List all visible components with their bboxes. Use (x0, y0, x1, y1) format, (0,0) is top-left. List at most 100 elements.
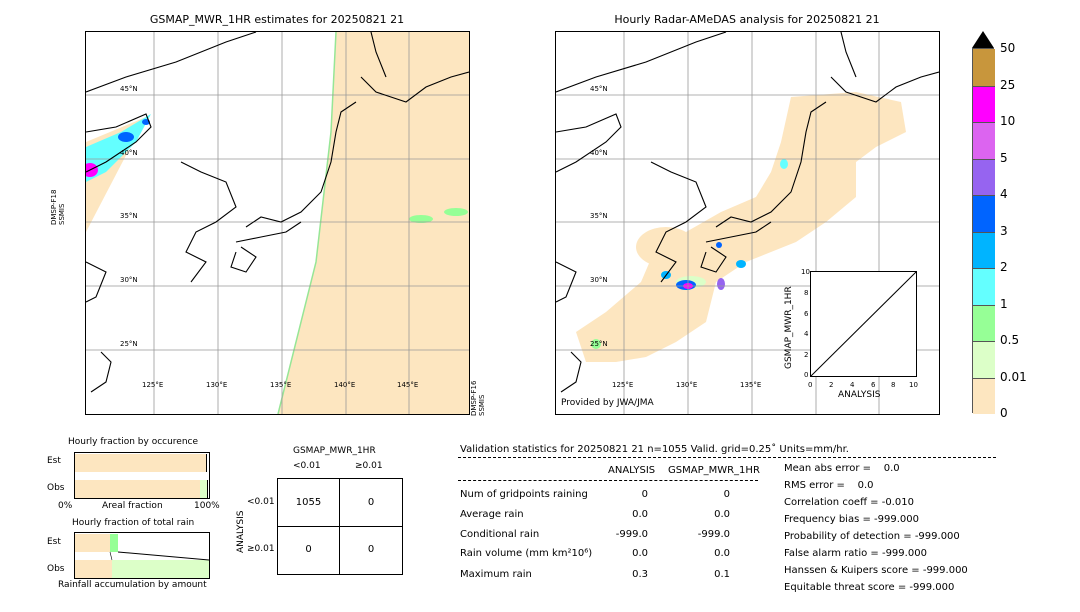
rain-blob-3 (86, 114, 151, 182)
right-lon-130: 130°E (676, 381, 698, 389)
contingency-col-2: ≥0.01 (355, 461, 383, 471)
validation-table-divider (458, 480, 758, 481)
colorbar-label: 25 (1000, 77, 1016, 92)
inset-ytick-10: 10 (801, 268, 810, 276)
contingency-table: 1055 0 0 0 (277, 478, 403, 575)
validation-col-gsmap: GSMAP_MWR_1HR (668, 465, 760, 476)
score-ets: Equitable threat score = -999.000 (784, 582, 955, 593)
validation-row-gsmap-2: 0.0 (714, 509, 730, 520)
right-lon-135: 135°E (740, 381, 762, 389)
occurrence-est-label: Est (47, 456, 61, 466)
occurrence-axes (74, 452, 210, 499)
contingency-row-axis: ANALYSIS (236, 510, 246, 553)
sensor-label-bottom: DMSP-F16 SSMIS (470, 380, 486, 416)
left-lon-145: 145°E (397, 381, 419, 389)
rain-blob-5 (86, 163, 98, 177)
colorbar-label: 2 (1000, 260, 1008, 274)
occurrence-title: Hourly fraction by occurence (68, 437, 199, 447)
radar-coverage-2 (636, 227, 696, 267)
swath-right (278, 32, 469, 414)
total-rain-title: Hourly fraction of total rain (72, 518, 195, 528)
validation-row-label-1: Num of gridpoints raining (460, 489, 588, 500)
radar-rain-5 (717, 278, 725, 290)
left-map-canvas (86, 32, 469, 414)
colorbar-label: 3 (1000, 223, 1008, 238)
radar-rain-7 (780, 159, 788, 169)
score-rmse: RMS error = 0.0 (784, 480, 874, 491)
radar-rain-9 (591, 339, 601, 349)
occurrence-obs-bar-rain (200, 480, 208, 498)
right-map-panel: 45°N 40°N 35°N 30°N 25°N 125°E 130°E 135… (555, 31, 940, 415)
colorbar-label: 0.5 (1000, 333, 1020, 347)
left-map-panel: 45°N 40°N 35°N 30°N 25°N 125°E 130°E 135… (85, 31, 470, 415)
rain-blob-2 (444, 208, 468, 216)
inset-xtick-4: 4 (850, 381, 855, 389)
total-rain-obs-label: Obs (47, 564, 65, 574)
total-rain-footer: Rainfall accumulation by amount (58, 580, 207, 590)
colorbar-label: 0 (1000, 406, 1008, 420)
inset-xtick-2: 2 (829, 381, 834, 389)
contingency-cell-11: 1055 (295, 497, 322, 508)
left-lon-135: 135°E (270, 381, 292, 389)
right-map-title: Hourly Radar-AMeDAS analysis for 2025082… (614, 13, 880, 26)
left-lat-25: 25°N (120, 340, 138, 348)
validation-row-label-2: Average rain (460, 509, 524, 520)
radar-rain-8 (716, 242, 722, 248)
score-pod: Probability of detection = -999.000 (784, 531, 960, 542)
map-grid (86, 32, 469, 414)
left-map-title: GSMAP_MWR_1HR estimates for 20250821 21 (149, 13, 405, 26)
left-lon-140: 140°E (334, 381, 356, 389)
validation-row-gsmap-4: 0.0 (714, 548, 730, 559)
validation-row-gsmap-1: 0 (723, 489, 730, 500)
right-lon-125: 125°E (612, 381, 634, 389)
inset-xtick-10: 10 (909, 381, 918, 389)
scatter-inset-canvas (810, 271, 917, 377)
colorbar (972, 48, 995, 414)
right-lat-30: 30°N (590, 276, 608, 284)
sensor-label-top: DMSP-F18 SSMIS (50, 189, 66, 225)
colorbar-segment (973, 341, 995, 378)
rain-blob-1 (409, 215, 433, 223)
colorbar-label: 5 (1000, 150, 1008, 165)
provided-by-label: Provided by JWA/JMA (561, 398, 654, 408)
validation-row-label-3: Conditional rain (460, 529, 540, 540)
inset-ytick-0: 0 (804, 371, 809, 379)
score-corr: Correlation coeff = -0.010 (784, 497, 914, 508)
right-lat-25: 25°N (590, 340, 608, 348)
validation-row-gsmap-3: -999.0 (697, 529, 730, 540)
occurrence-obs-label: Obs (47, 483, 65, 493)
colorbar-label: 1 (1000, 296, 1008, 311)
coastline (86, 32, 469, 393)
colorbar-labels: 50 25 10 5 4 3 2 1 0.5 0.01 0 (1000, 41, 1060, 420)
inset-xtick-8: 8 (891, 381, 896, 389)
left-lat-45: 45°N (120, 85, 138, 93)
score-mae: Mean abs error = 0.0 (784, 463, 900, 474)
colorbar-segment (973, 158, 995, 195)
score-freq-bias: Frequency bias = -999.000 (784, 514, 919, 525)
validation-row-gsmap-5: 0.1 (714, 569, 730, 580)
validation-row-label-5: Maximum rain (460, 569, 532, 580)
colorbar-label: 0.01 (1000, 369, 1027, 384)
contingency-title: GSMAP_MWR_1HR (293, 446, 376, 456)
left-lat-40: 40°N (120, 149, 138, 157)
total-rain-canvas (75, 534, 210, 578)
inset-xtick-6: 6 (871, 381, 876, 389)
colorbar-segment (973, 195, 995, 232)
validation-row-analysis-5: 0.3 (632, 569, 648, 580)
contingency-cell-22: 0 (367, 544, 375, 555)
radar-rain-6 (736, 260, 746, 268)
colorbar-label: 10 (1000, 114, 1016, 128)
occurrence-axis-right: 100% (194, 501, 220, 511)
swath-edge (277, 32, 337, 414)
right-lat-40: 40°N (590, 149, 608, 157)
contingency-row-2: ≥0.01 (247, 544, 275, 554)
validation-row-analysis-3: -999.0 (615, 529, 648, 540)
left-lat-35: 35°N (120, 212, 138, 220)
score-hk: Hanssen & Kuipers score = -999.000 (784, 565, 968, 576)
right-lat-35: 35°N (590, 212, 608, 220)
rain-blob-4 (118, 132, 134, 142)
radar-coverage (576, 92, 906, 362)
validation-divider (458, 457, 996, 458)
inset-xtick-0: 0 (808, 381, 813, 389)
occurrence-axis-mid: Areal fraction (102, 501, 163, 511)
